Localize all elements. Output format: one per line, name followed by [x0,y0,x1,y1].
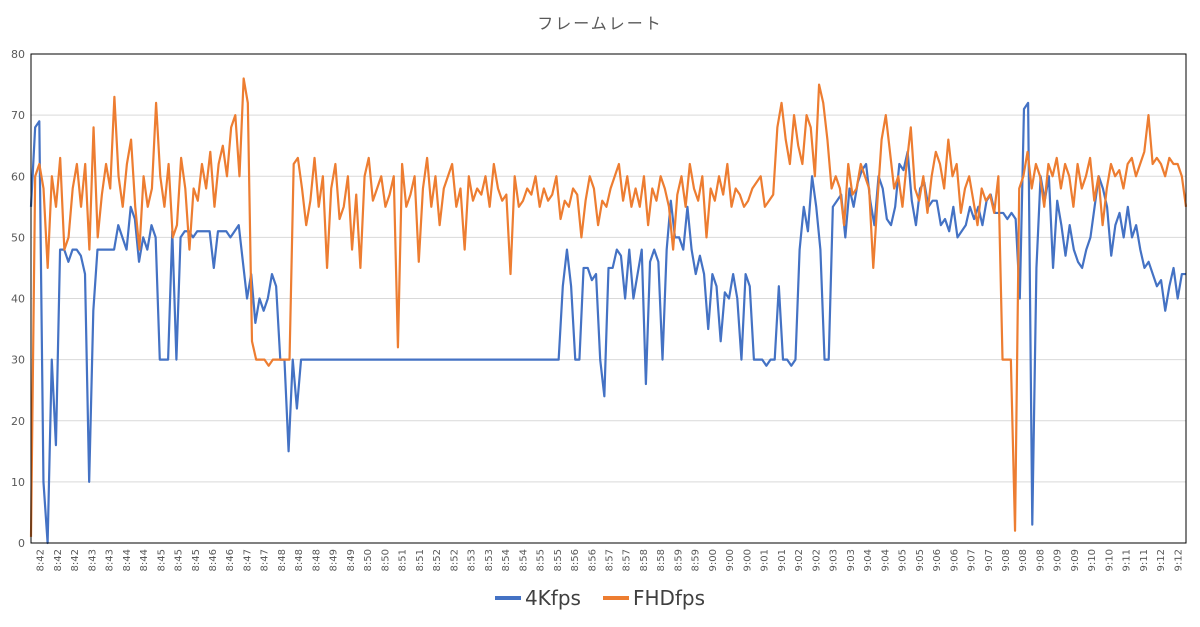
x-tick-label: 8:53 [484,549,495,571]
x-tick-label: 8:51 [398,549,409,571]
x-tick-label: 8:59 [673,549,684,571]
x-tick-label: 8:42 [53,549,64,571]
legend-item-4k: 4Kfps [494,586,581,610]
x-tick-label: 8:48 [277,549,288,571]
legend-swatch-4k [494,596,521,600]
x-tick-label: 8:45 [156,549,167,571]
y-tick-label: 40 [11,293,25,306]
x-tick-label: 8:51 [415,549,426,571]
x-tick-label: 9:10 [1087,549,1098,571]
x-tick-label: 8:57 [605,549,616,571]
x-tick-label: 9:07 [967,549,978,571]
x-tick-label: 8:56 [570,549,581,571]
legend-label-4k: 4Kfps [524,586,581,610]
x-tick-label: 8:55 [553,549,564,571]
series-line-fhdfps [29,77,1188,537]
x-tick-label: 9:11 [1139,549,1150,571]
x-tick-label: 8:45 [174,549,185,571]
x-tick-label: 8:56 [587,549,598,571]
x-tick-label: 9:00 [742,549,753,571]
x-tick-label: 8:48 [294,549,305,571]
x-tick-label: 9:02 [794,549,805,571]
x-tick-label: 9:03 [846,549,857,571]
x-tick-label: 8:43 [105,549,116,571]
y-axis-ticks: 0 10 20 30 40 50 60 70 80 [11,48,25,550]
legend: 4Kfps FHDfps [0,586,1200,610]
x-tick-label: 8:47 [242,549,253,571]
x-tick-label: 8:58 [656,549,667,571]
x-tick-label: 8:45 [191,549,202,571]
x-tick-label: 8:57 [622,549,633,571]
x-tick-label: 8:59 [691,549,702,571]
x-tick-label: 9:08 [1018,549,1029,571]
x-tick-label: 9:07 [984,549,995,571]
x-tick-label: 9:12 [1156,549,1167,571]
x-tick-label: 8:42 [36,549,47,571]
x-tick-label: 9:08 [1001,549,1012,571]
y-tick-label: 30 [11,354,25,367]
x-tick-label: 8:52 [432,549,443,571]
x-tick-label: 9:09 [1070,549,1081,571]
x-axis-ticks: 8:42 8:42 8:42 8:43 8:43 8:44 8:44 8:45 8:45 8:45… [36,549,1185,571]
chart-title: フレームレート [537,14,663,33]
x-tick-label: 8:55 [536,549,547,571]
legend-label-fhd: FHDfps [632,586,706,610]
x-tick-label: 9:10 [1104,549,1115,571]
x-tick-label: 8:46 [208,549,219,571]
x-tick-label: 8:54 [518,549,529,571]
legend-item-fhd: FHDfps [602,586,706,610]
x-tick-label: 8:50 [380,549,391,571]
x-tick-label: 9:00 [708,549,719,571]
x-tick-label: 9:09 [1053,549,1064,571]
x-tick-label: 8:54 [501,549,512,571]
x-tick-label: 8:49 [346,549,357,571]
y-tick-label: 20 [11,415,25,428]
x-tick-label: 9:02 [811,549,822,571]
x-tick-label: 9:11 [1122,549,1133,571]
x-tick-label: 9:03 [829,549,840,571]
x-tick-label: 8:50 [363,549,374,571]
x-tick-label: 9:12 [1173,549,1184,571]
y-tick-label: 60 [11,170,25,183]
y-tick-label: 0 [18,537,25,550]
x-tick-label: 8:58 [639,549,650,571]
x-tick-label: 9:06 [949,549,960,571]
x-tick-label: 8:47 [260,549,271,571]
x-tick-label: 9:04 [863,549,874,571]
x-tick-label: 9:01 [760,549,771,571]
y-tick-label: 50 [11,231,25,244]
x-tick-label: 9:06 [932,549,943,571]
x-tick-label: 8:48 [311,549,322,571]
y-tick-label: 70 [11,109,25,122]
x-tick-label: 9:01 [777,549,788,571]
x-tick-label: 8:53 [467,549,478,571]
y-tick-label: 80 [11,48,25,61]
x-tick-label: 9:04 [880,549,891,571]
x-tick-label: 8:46 [225,549,236,571]
plot-border [30,53,1187,544]
x-tick-label: 9:00 [725,549,736,571]
x-tick-label: 8:44 [122,549,133,571]
x-tick-label: 8:52 [449,549,460,571]
x-tick-label: 8:49 [329,549,340,571]
x-tick-label: 9:05 [898,549,909,571]
x-tick-label: 9:08 [1035,549,1046,571]
x-tick-label: 8:44 [139,549,150,571]
x-tick-label: 9:05 [915,549,926,571]
legend-swatch-fhd [602,596,629,600]
x-tick-label: 8:43 [87,549,98,571]
series-lines [29,77,1188,545]
x-tick-label: 8:42 [70,549,81,571]
y-tick-label: 10 [11,476,25,489]
